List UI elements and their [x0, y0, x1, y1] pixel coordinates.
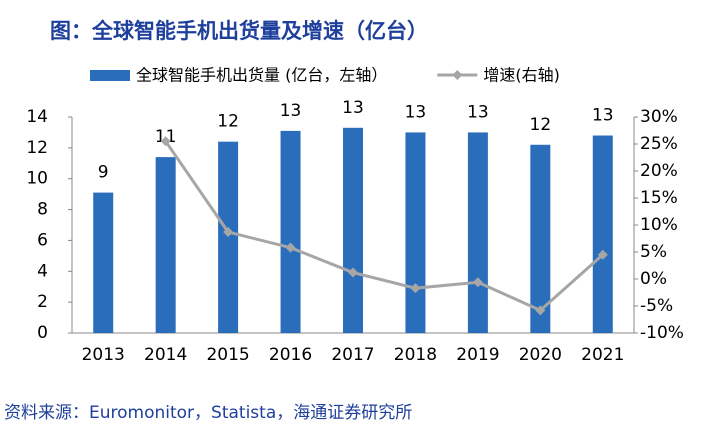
legend-label: 增速(右轴)	[483, 66, 560, 85]
marker	[472, 277, 483, 288]
y-tick-label: 4	[37, 261, 48, 281]
y-tick-label: 6	[37, 230, 48, 250]
source: 资料来源：Euromonitor，Statista，海通证券研究所	[4, 403, 412, 423]
y2-tick-label: 25%	[640, 134, 678, 154]
y2-tick-label: -5%	[640, 296, 673, 316]
value-label: 12	[217, 112, 239, 132]
y2-tick-label: 0%	[640, 269, 667, 289]
y2-tick-label: 15%	[640, 188, 678, 208]
y-tick-label: 0	[37, 323, 48, 343]
y-tick-label: 10	[26, 169, 48, 189]
y-tick-label: 12	[26, 138, 48, 158]
y-tick-label: 8	[37, 200, 48, 220]
bar	[343, 127, 363, 333]
marker	[223, 227, 234, 238]
marker	[410, 283, 421, 294]
bar	[592, 135, 613, 333]
legend-swatch	[452, 70, 463, 80]
value-label: 13	[467, 102, 489, 122]
y-tick-label: 14	[26, 107, 48, 127]
value-label: 13	[592, 106, 614, 126]
bar	[218, 141, 239, 333]
x-tick-label: 2017	[331, 345, 374, 365]
bar	[280, 130, 301, 333]
legend-label: 全球智能手机出货量 (亿台，左轴）	[136, 66, 387, 85]
value-label: 13	[405, 102, 427, 122]
bar	[467, 132, 488, 333]
y-tick-label: 2	[37, 292, 48, 312]
value-label: 9	[98, 163, 109, 183]
bar	[155, 157, 176, 333]
value-label: 13	[342, 98, 364, 118]
marker	[348, 267, 358, 278]
x-tick-label: 2020	[519, 345, 562, 365]
bar	[405, 132, 426, 333]
y2-tick-label: 30%	[640, 107, 678, 127]
x-tick-label: 2015	[206, 345, 249, 365]
y2-tick-label: -10%	[640, 323, 684, 343]
marker	[160, 136, 171, 147]
chart-title: 图：全球智能手机出货量及增速（亿台）	[50, 19, 428, 43]
bar	[93, 192, 114, 333]
marker	[285, 242, 296, 253]
x-tick-label: 2014	[144, 345, 187, 365]
y2-tick-label: 10%	[640, 215, 678, 235]
value-label: 12	[530, 115, 552, 135]
x-tick-label: 2019	[456, 345, 499, 365]
marker	[597, 249, 608, 260]
bar	[530, 144, 551, 333]
x-tick-label: 2016	[269, 345, 312, 365]
x-tick-label: 2018	[394, 345, 437, 365]
y2-tick-label: 5%	[640, 242, 667, 262]
value-label: 13	[280, 101, 302, 121]
marker	[535, 305, 546, 316]
line	[164, 140, 604, 313]
x-tick-label: 2021	[581, 345, 624, 365]
y2-tick-label: 20%	[640, 161, 678, 181]
legend-swatch	[90, 70, 130, 81]
x-tick-label: 2013	[82, 345, 125, 365]
